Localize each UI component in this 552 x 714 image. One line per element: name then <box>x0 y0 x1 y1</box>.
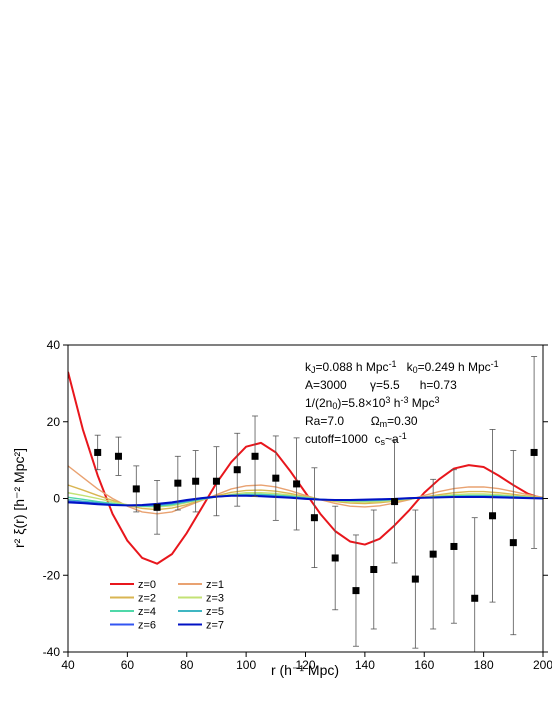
x-tick-label: 40 <box>61 658 75 672</box>
data-point <box>429 550 437 558</box>
annotation-text: =0.088 h Mpc <box>316 360 389 374</box>
data-point <box>391 498 399 506</box>
data-point <box>370 565 378 573</box>
data-point <box>212 477 220 485</box>
plot-frame <box>67 344 544 653</box>
annotation-text: 1/(2n <box>305 396 332 410</box>
y-tick-label: 0 <box>53 492 60 506</box>
annotation-text: k <box>397 360 414 374</box>
annotation-sup: -3 <box>400 395 408 405</box>
x-tick-label: 200 <box>533 658 552 672</box>
y-tick-label: -20 <box>43 568 61 582</box>
legend-label: z=7 <box>206 620 224 632</box>
data-point <box>530 448 538 456</box>
y-tick-label: -40 <box>43 645 61 659</box>
data-point <box>509 539 517 547</box>
data-point <box>192 477 200 485</box>
data-point <box>233 466 241 474</box>
annotation: 1/(2n0)=5.8×103 h-3 Mpc3 <box>305 395 440 411</box>
y-tick-label: 40 <box>47 338 61 352</box>
annotation-sup: 3 <box>385 395 390 405</box>
data-point <box>251 452 259 460</box>
y-tick-label: 20 <box>47 415 61 429</box>
annotation-text: A=3000 γ=5.5 h=0.73 <box>305 378 457 392</box>
y-axis-label: r² ξ(r) [h⁻² Mpc²] <box>11 448 27 548</box>
data-point <box>489 512 497 520</box>
legend-label: z=0 <box>138 579 156 591</box>
annotation-text: h <box>390 396 400 410</box>
annotation: cutoff=1000 cs~a-1 <box>305 431 407 447</box>
series-line <box>68 465 543 515</box>
annotation-sup: 3 <box>434 395 439 405</box>
annotation-sub: 0 <box>332 401 337 411</box>
annotation-text: ~a <box>385 432 399 446</box>
data-point <box>94 448 102 456</box>
data-point <box>153 503 161 511</box>
annotation-text: cutoff=1000 c <box>305 432 381 446</box>
legend-label: z=2 <box>138 593 156 605</box>
data-point <box>352 587 360 595</box>
annotation-text: )=5.8×10 <box>337 396 385 410</box>
data-point <box>272 474 280 482</box>
x-tick-label: 80 <box>180 658 194 672</box>
legend-label: z=1 <box>206 579 224 591</box>
annotation-sub: m <box>380 419 388 429</box>
annotation: kJ=0.088 h Mpc-1 k0=0.249 h Mpc-1 <box>305 359 499 375</box>
legend-label: z=3 <box>206 593 224 605</box>
data-point <box>471 594 479 602</box>
x-tick-label: 180 <box>474 658 494 672</box>
plot-area <box>68 356 543 652</box>
data-point <box>174 479 182 487</box>
data-point <box>411 575 419 583</box>
annotation-sup: -1 <box>389 359 397 369</box>
series-line <box>68 371 543 565</box>
series-line <box>68 484 543 511</box>
annotation-text: Mpc <box>408 396 434 410</box>
annotation-text: =0.30 <box>387 414 418 428</box>
data-point <box>132 485 140 493</box>
legend-label: z=4 <box>138 606 156 618</box>
data-point <box>310 514 318 522</box>
x-tick-label: 60 <box>121 658 135 672</box>
x-tick-label: 100 <box>236 658 256 672</box>
annotation-sub: 0 <box>413 365 418 375</box>
annotation-sub: s <box>381 437 386 447</box>
annotation-sub: J <box>311 365 316 375</box>
annotation-text: =0.249 h Mpc <box>418 360 491 374</box>
data-point <box>331 554 339 562</box>
series-line <box>68 494 543 507</box>
legend-label: z=6 <box>138 620 156 632</box>
annotation-text: k <box>305 360 312 374</box>
annotation-text: Ra=7.0 Ω <box>305 414 380 428</box>
legend-label: z=5 <box>206 606 224 618</box>
data-point <box>450 542 458 550</box>
annotation: A=3000 γ=5.5 h=0.73 <box>305 378 457 392</box>
data-point <box>293 480 301 488</box>
data-point <box>114 452 122 460</box>
x-tick-label: 140 <box>355 658 375 672</box>
annotation-sup: -1 <box>491 359 499 369</box>
x-tick-label: 120 <box>295 658 315 672</box>
annotation-sup: -1 <box>399 431 407 441</box>
annotation: Ra=7.0 Ωm=0.30 <box>305 414 418 429</box>
x-axis-label: r (h⁻¹ Mpc) <box>271 662 339 678</box>
x-tick-label: 160 <box>414 658 434 672</box>
